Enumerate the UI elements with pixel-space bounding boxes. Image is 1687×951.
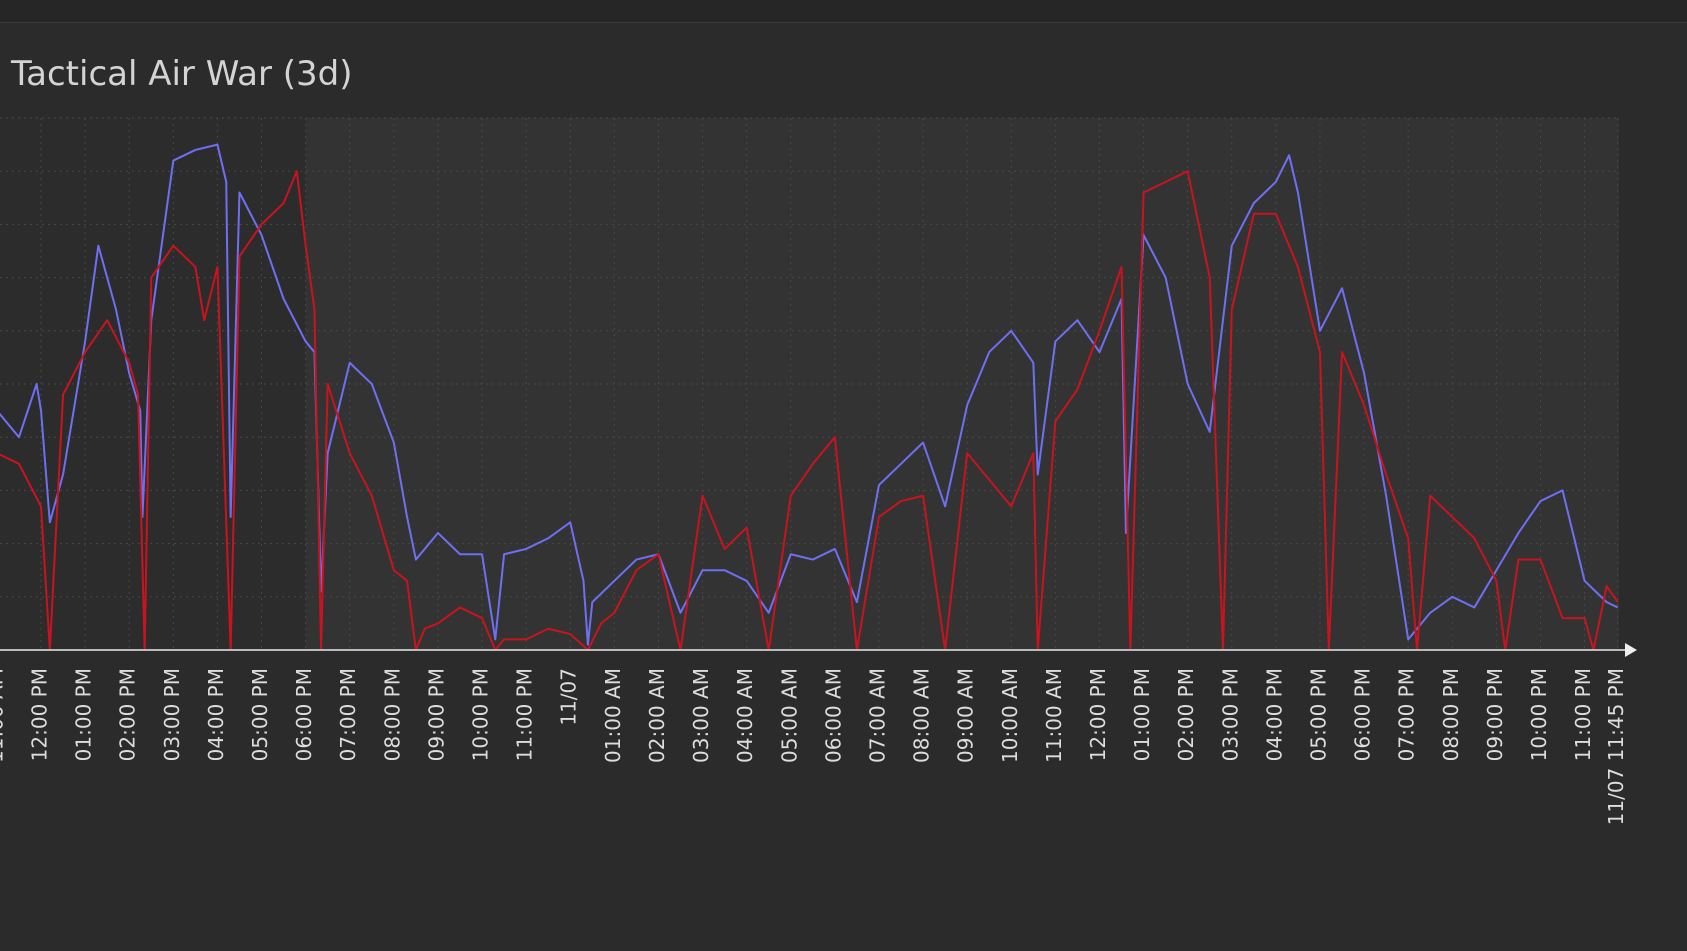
x-tick-label: 10:00 PM [1527, 668, 1551, 761]
x-tick-label: 03:00 AM [689, 668, 713, 763]
x-tick-label: 10:00 AM [998, 668, 1022, 763]
x-tick-label: 07:00 PM [1395, 668, 1419, 761]
x-tick-label: 01:00 PM [72, 668, 96, 761]
x-tick-label: 01:00 AM [601, 668, 625, 763]
x-tick-label: 02:00 PM [116, 668, 140, 761]
plot-shade [0, 118, 306, 650]
x-tick-label: 12:00 PM [1086, 668, 1110, 761]
x-tick-label: 11/07 11:45 PM [1604, 668, 1628, 825]
x-tick-label: 01:00 PM [1130, 668, 1154, 761]
series-line [0, 143, 1619, 646]
x-axis-arrow [1625, 643, 1637, 657]
x-tick-label: 05:00 PM [248, 668, 272, 761]
x-tick-label: 08:00 PM [380, 668, 404, 761]
series-line [0, 170, 1619, 651]
x-tick-label: 03:00 PM [160, 668, 184, 761]
x-tick-label: 11/07 [557, 668, 581, 726]
x-tick-label: 04:00 PM [1262, 668, 1286, 761]
x-tick-label: 07:00 AM [865, 668, 889, 763]
x-tick-label: 11:00 PM [1571, 668, 1595, 761]
x-tick-label: 10:00 PM [469, 668, 493, 761]
x-tick-label: 03:00 PM [1218, 668, 1242, 761]
x-tick-label: 07:00 PM [336, 668, 360, 761]
x-tick-label: 09:00 PM [1483, 668, 1507, 761]
x-tick-label: 09:00 PM [424, 668, 448, 761]
x-tick-label: 04:00 PM [204, 668, 228, 761]
x-tick-label: 11:00 AM [0, 668, 7, 763]
x-tick-label: 02:00 PM [1174, 668, 1198, 761]
chart-title: Tactical Air War (3d) [10, 54, 353, 94]
x-tick-label: 11:00 AM [1042, 668, 1066, 763]
x-tick-label: 08:00 AM [910, 668, 934, 763]
x-tick-label: 04:00 AM [733, 668, 757, 763]
x-tick-label: 05:00 AM [777, 668, 801, 763]
x-tick-label: 06:00 PM [292, 668, 316, 761]
x-tick-label: 11:00 PM [513, 668, 537, 761]
x-tick-label: 08:00 PM [1439, 668, 1463, 761]
x-tick-label: 09:00 AM [954, 668, 978, 763]
x-tick-label: 06:00 PM [1351, 668, 1375, 761]
top-bar [0, 0, 1687, 22]
x-tick-label: 06:00 AM [821, 668, 845, 763]
x-tick-label: 02:00 AM [645, 668, 669, 763]
x-tick-label: 12:00 PM [28, 668, 52, 761]
x-tick-label: 05:00 PM [1306, 668, 1330, 761]
